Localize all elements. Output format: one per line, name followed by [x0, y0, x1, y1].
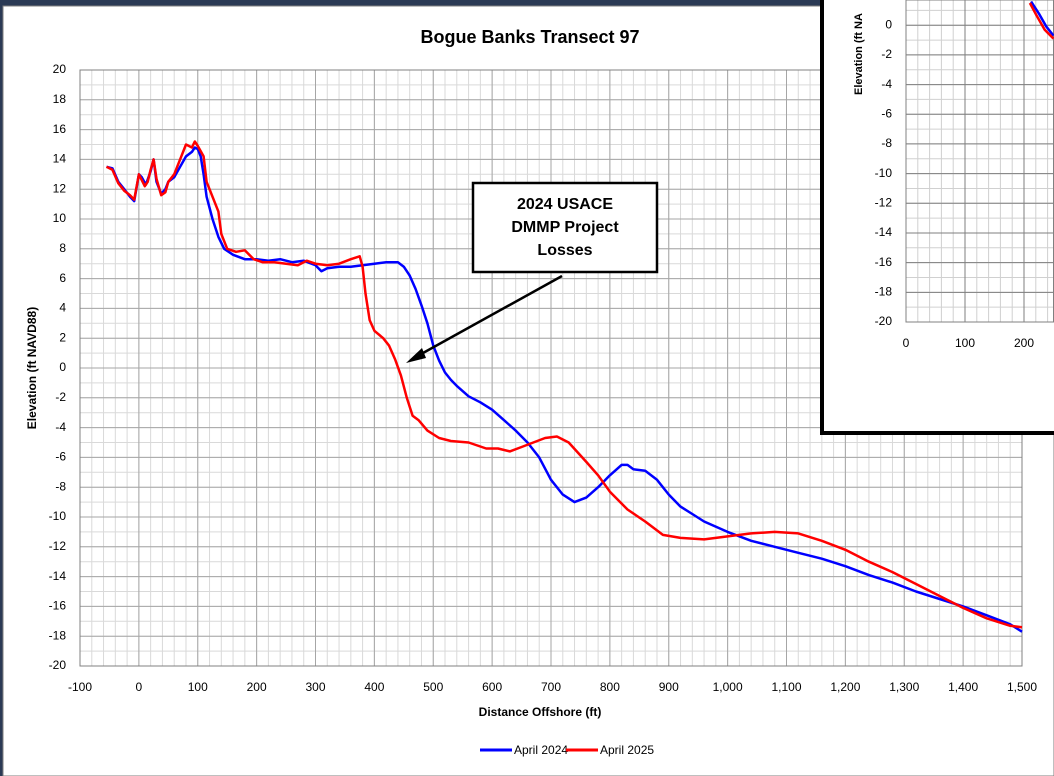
y-tick-label: 16: [53, 122, 67, 136]
y-tick-label: -2: [55, 390, 66, 404]
y-tick-label: -14: [49, 569, 67, 583]
annotation-arrow: [413, 274, 563, 360]
y-tick-label: 2: [59, 330, 66, 344]
y-axis-label: Elevation (ft NAVD88): [25, 307, 39, 429]
x-tick-label: 500: [423, 680, 443, 694]
y-tick-label: -10: [875, 166, 893, 180]
x-tick-label: 800: [600, 680, 620, 694]
y-tick-label: 6: [59, 271, 66, 285]
x-tick-label: 100: [955, 336, 975, 350]
y-tick-label: 14: [53, 152, 67, 166]
window-chrome: [0, 0, 1054, 6]
series-line: [1030, 0, 1054, 37]
annotation-arrowhead: [406, 348, 426, 363]
chart-title: Bogue Banks Transect 97: [420, 27, 639, 47]
y-tick-label: -18: [875, 284, 893, 298]
x-tick-label: 1,000: [713, 680, 743, 694]
y-tick-label: -12: [875, 195, 893, 209]
annotation-box: [471, 181, 659, 274]
annotation-text: DMMP Project: [511, 219, 619, 236]
y-tick-label: 10: [53, 211, 67, 225]
y-tick-label: 0: [885, 17, 892, 31]
y-tick-label: 20: [53, 62, 67, 76]
y-tick-label: -4: [881, 77, 892, 91]
y-tick-label: -14: [875, 225, 893, 239]
x-tick-label: 0: [903, 336, 910, 350]
x-tick-label: 600: [482, 680, 502, 694]
plot-area: [906, 0, 1054, 322]
x-tick-label: 1,500: [1007, 680, 1037, 694]
y-tick-label: -6: [55, 450, 66, 464]
y-tick-label: 12: [53, 181, 67, 195]
x-tick-label: 300: [305, 680, 325, 694]
y-tick-label: -16: [875, 255, 893, 269]
x-tick-label: 400: [364, 680, 384, 694]
x-tick-label: 1,300: [889, 680, 919, 694]
y-tick-label: -8: [55, 479, 66, 493]
annotation-text: 2024 USACE: [517, 196, 613, 213]
series-line: [105, 140, 1023, 629]
y-tick-label: -12: [49, 539, 67, 553]
y-tick-label: -4: [55, 420, 66, 434]
y-tick-label: 18: [53, 92, 67, 106]
x-tick-label: 0: [136, 680, 143, 694]
legend-label: April 2024: [514, 743, 568, 757]
y-tick-label: -18: [49, 628, 67, 642]
x-tick-label: 700: [541, 680, 561, 694]
series-line: [1028, 2, 1054, 40]
y-tick-label: -2: [881, 47, 892, 61]
x-tick-label: 1,200: [830, 680, 860, 694]
annotation-text: Losses: [537, 242, 592, 259]
y-tick-label: -10: [49, 509, 67, 523]
y-axis-label: Elevation (ft NA: [853, 13, 865, 95]
x-tick-label: 1,100: [771, 680, 801, 694]
y-tick-label: 4: [59, 301, 66, 315]
y-tick-label: -6: [881, 106, 892, 120]
y-tick-label: 0: [59, 360, 66, 374]
x-tick-label: 200: [247, 680, 267, 694]
inset-chart: -20-18-16-14-12-10-8-6-4-200 100 200Elevat…: [820, 0, 1054, 435]
x-tick-label: 100: [188, 680, 208, 694]
x-tick-label: 200: [1014, 336, 1034, 350]
y-tick-label: -20: [875, 314, 893, 328]
y-tick-label: 8: [59, 241, 66, 255]
y-tick-label: -16: [49, 599, 67, 613]
y-tick-label: -8: [881, 136, 892, 150]
x-axis-label: Distance Offshore (ft): [479, 705, 602, 719]
legend-label: April 2025: [600, 743, 654, 757]
x-tick-label: 900: [659, 680, 679, 694]
y-tick-label: -20: [49, 658, 67, 672]
x-tick-label: -100: [68, 680, 92, 694]
x-tick-label: 1,400: [948, 680, 978, 694]
